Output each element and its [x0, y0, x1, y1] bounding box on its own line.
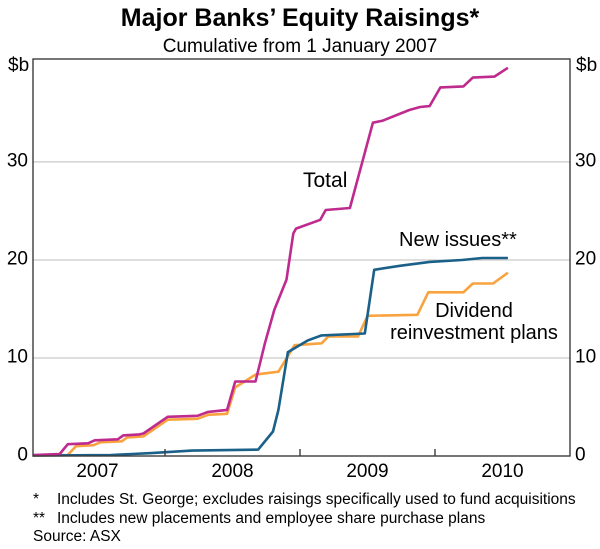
source-note: Source: ASX	[33, 528, 121, 545]
y-tick-label-left-20: 20	[6, 248, 28, 270]
series-line-new-issues	[32, 256, 508, 457]
y-tick-label-right-20: 20	[575, 248, 597, 270]
series-label-total: Total	[303, 169, 348, 192]
series-line-total	[32, 66, 509, 457]
series-label-dividend-reinvestment-plans: Dividend reinvestment plans	[386, 300, 562, 344]
y-tick-label-left-30: 30	[6, 150, 28, 172]
x-tick-label-2009: 2009	[346, 461, 389, 482]
x-tick-label-2007: 2007	[76, 461, 119, 482]
series-label-new-issues: New issues**	[399, 229, 517, 251]
plot-frame	[32, 58, 571, 457]
footnotes: * Includes St. George; excludes raisings…	[33, 491, 593, 547]
series-label-drp-line2: reinvestment plans	[390, 322, 558, 344]
x-tick-label-2010: 2010	[481, 461, 524, 482]
y-tick-label-left-10: 10	[6, 346, 28, 368]
y-axis-unit-left: $b	[8, 55, 30, 76]
footnote-1-text: Includes St. George; excludes raisings s…	[57, 491, 576, 508]
footnote-1: * Includes St. George; excludes raisings…	[33, 491, 593, 510]
y-axis-unit-right: $b	[576, 55, 598, 76]
y-tick-label-right-0: 0	[575, 444, 586, 466]
footnote-2-marker: **	[33, 509, 46, 527]
series-label-drp-line1: Dividend	[435, 300, 513, 322]
chart-title: Major Banks’ Equity Raisings*	[120, 4, 480, 32]
y-tick-label-right-10: 10	[575, 346, 597, 368]
chart-subtitle: Cumulative from 1 January 2007	[162, 36, 438, 57]
footnote-1-marker: *	[33, 491, 40, 508]
footnote-2-text: Includes new placements and employee sha…	[57, 509, 486, 527]
footnote-2: ** Includes new placements and employee …	[33, 510, 593, 529]
y-tick-label-right-30: 30	[575, 150, 597, 172]
y-tick-label-left-0: 0	[17, 444, 28, 466]
x-tick-label-2008: 2008	[211, 461, 254, 482]
